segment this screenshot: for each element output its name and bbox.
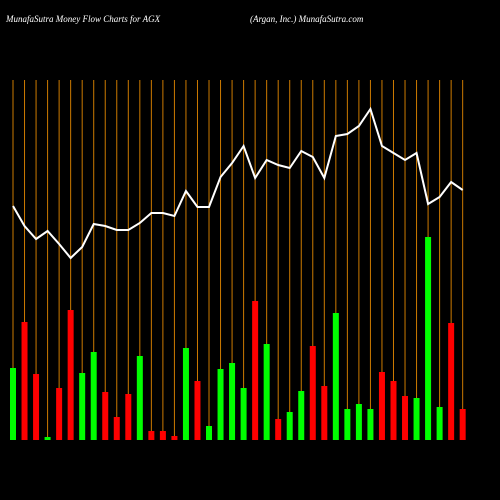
bar [136,356,143,440]
bar [298,391,305,440]
bar [240,388,247,440]
bar [33,374,40,440]
chart-title: MunafaSutra Money Flow Charts for AGX [5,14,161,24]
bar [148,431,155,440]
bar [44,437,51,440]
bar [56,388,63,440]
bar [79,373,86,440]
bar [182,348,189,440]
bar [425,237,432,440]
chart-subtitle: (Argan, Inc.) MunafaSutra.com [250,14,364,24]
bar [206,426,213,440]
bar [159,431,166,440]
bar [367,409,374,440]
bar [459,409,466,440]
bar [321,386,328,440]
bar [171,436,178,440]
bar [263,344,270,440]
bar [90,352,97,440]
bar [344,409,351,440]
bar [275,419,282,440]
bar [21,322,28,440]
bar [402,396,409,440]
bar [252,301,259,440]
bar [390,381,397,440]
bar [217,369,224,440]
bar [355,404,362,440]
bar [286,412,293,440]
bar [125,394,132,440]
bar [436,407,443,440]
bar [10,368,16,440]
bar [413,398,420,440]
bar [194,381,201,440]
bar [229,363,236,440]
money-flow-line [12,106,464,260]
bar [448,323,455,440]
bar [67,310,74,440]
bar [378,372,385,440]
bar [102,392,109,440]
bar [309,346,316,440]
bar [332,313,339,440]
bar [113,417,120,440]
